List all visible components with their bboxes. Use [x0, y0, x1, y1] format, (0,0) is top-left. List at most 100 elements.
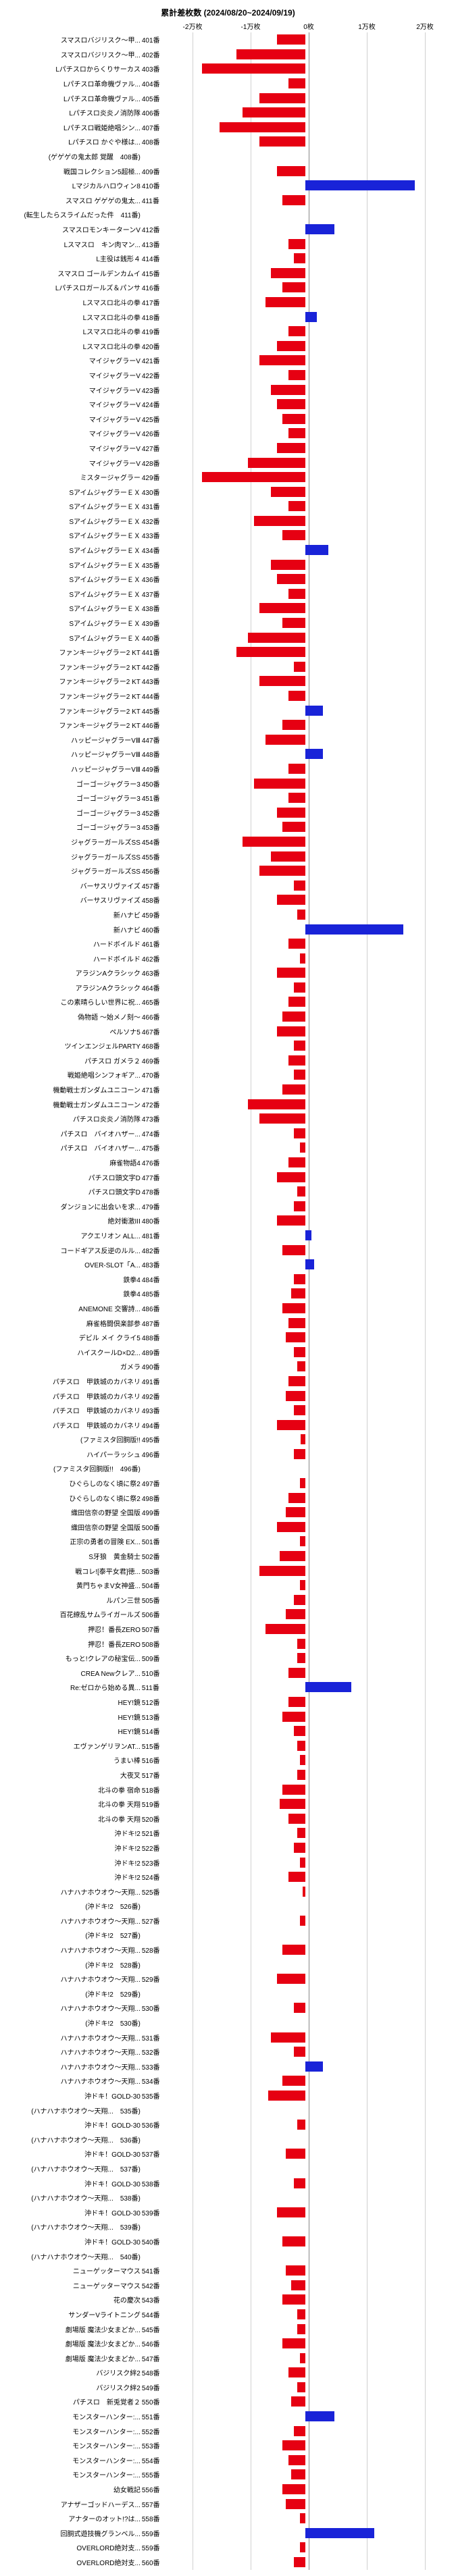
data-row: HEY!鏡513番 [7, 1709, 449, 1724]
row-label: エヴァンゲリヲンAT... [7, 1741, 142, 1751]
row-label: モンスターハンター:... [7, 2440, 142, 2450]
bar [294, 1201, 305, 1211]
data-row: Re:ゼロから始める異...511番 [7, 1680, 449, 1695]
slot-number: 412番 [142, 224, 162, 234]
bar [271, 851, 305, 862]
slot-number: 532番 [142, 2047, 162, 2057]
row-label: パチスロ ガメラ２ [7, 1055, 142, 1066]
bar [282, 1303, 305, 1313]
bar [286, 2265, 306, 2276]
slot-number: 451番 [142, 793, 162, 803]
row-label: ハナハナホウオウ～天翔... [7, 2061, 142, 2072]
bar [282, 618, 305, 628]
bar-zone [162, 1361, 449, 1371]
bar-zone [162, 1405, 449, 1415]
row-label: もっと!クレアの秘宝伝... [7, 1653, 142, 1663]
bar-zone [162, 1026, 449, 1036]
bar-zone [162, 1070, 449, 1080]
data-row: 黄門ちゃまV女神盛...504番 [7, 1578, 449, 1593]
row-label: モンスターハンター:... [7, 2469, 142, 2479]
slot-number: 460番 [142, 924, 162, 935]
data-row: サンダーVライトニング544番 [7, 2307, 449, 2322]
bar-zone [162, 1872, 449, 1882]
bar [294, 1070, 305, 1080]
slot-number: 417番 [142, 297, 162, 307]
bar-zone [162, 1376, 449, 1386]
slot-number: 518番 [142, 1785, 162, 1795]
bar-zone [162, 2426, 449, 2436]
data-row: Lパチスロからくりサーカス403番 [7, 61, 449, 76]
row-label: 劇場版 魔法少女まどか... [7, 2338, 142, 2348]
bar-zone [162, 2251, 449, 2261]
axis-tick-label: 1万枚 [338, 21, 396, 31]
data-row: HEY!鏡514番 [7, 1724, 449, 1739]
bar-zone [162, 1887, 449, 1897]
bar [277, 1026, 306, 1036]
data-row: 正宗の勇者の冒険 EX...501番 [7, 1534, 449, 1549]
bar [291, 2469, 305, 2479]
data-row: マイジャグラーV421番 [7, 353, 449, 368]
slot-number: 426番 [142, 428, 162, 438]
bar [297, 910, 306, 920]
bar [297, 1361, 306, 1371]
bar-zone [162, 2411, 449, 2421]
bar [294, 2047, 305, 2057]
slot-number: 453番 [142, 822, 162, 832]
data-row: マイジャグラーV426番 [7, 426, 449, 441]
data-row: ゴーゴージャグラー3452番 [7, 805, 449, 820]
data-row: パチスロ 甲鉄城のカバネリ491番 [7, 1374, 449, 1389]
row-label: パチスロ バイオハザー... [7, 1142, 142, 1153]
row-label: ハナハナホウオウ～天翔... [7, 2076, 142, 2086]
data-row: パチスロ 新兎覚者２550番 [7, 2394, 449, 2409]
bar-zone [162, 370, 449, 380]
bar [277, 1420, 306, 1430]
slot-number: 404番 [142, 78, 162, 88]
bar-zone [162, 1142, 449, 1153]
bar [305, 312, 317, 322]
slot-number: 527番 [142, 1916, 162, 1926]
row-label: Lパチスロガールズ＆パンサ [7, 282, 142, 292]
slot-number: 465番 [142, 997, 162, 1007]
slot-number: 529番 [142, 1974, 162, 1984]
row-label: SアイムジャグラーＥＸ [7, 545, 142, 555]
data-row: ペルソナ5467番 [7, 1024, 449, 1039]
row-label: デビル メイ クライ5 [7, 1332, 142, 1342]
bar-zone [162, 618, 449, 628]
row-label: 戦国コレクション5超極... [7, 166, 142, 176]
bar [305, 1259, 314, 1269]
row-label: 黄門ちゃまV女神盛... [7, 1580, 142, 1590]
bar-zone [162, 1041, 449, 1051]
data-row: (ハナハナホウオウ～天翔... 536番) [7, 2132, 449, 2147]
row-label: SアイムジャグラーＥＸ [7, 633, 142, 643]
row-label: パチスロ頭文字D [7, 1172, 142, 1182]
bar-zone [162, 2294, 449, 2305]
row-label: 劇場版 魔法少女まどか... [7, 2353, 142, 2363]
row-label: うまい棒 [7, 1755, 142, 1765]
row-label: ガメラ [7, 1361, 142, 1371]
slot-number: 419番 [142, 326, 162, 336]
bar [288, 1055, 306, 1066]
bar-zone [162, 1186, 449, 1197]
row-label: (ゲゲゲの鬼太郎 覚醒 408番) [7, 151, 142, 161]
bar-zone [162, 107, 449, 117]
bar-zone [162, 793, 449, 803]
slot-number: 449番 [142, 764, 162, 774]
bar-zone [162, 2528, 449, 2538]
bar [294, 1347, 305, 1357]
bar [236, 647, 305, 657]
bar-zone [162, 1828, 449, 1838]
data-row: Lパチスロ戦姫絶唱シン...407番 [7, 120, 449, 135]
data-row: ハードボイルド461番 [7, 937, 449, 951]
bar [288, 1157, 306, 1167]
bar-zone [162, 1901, 449, 1911]
bar-zone [162, 2003, 449, 2013]
bar [277, 2207, 306, 2217]
bar-zone [162, 268, 449, 278]
bar-zone [162, 180, 449, 190]
bar [291, 1288, 305, 1298]
bar [300, 2513, 306, 2523]
row-label: マイジャグラーV [7, 385, 142, 395]
row-label: (ハナハナホウオウ～天翔... 540番) [7, 2251, 142, 2261]
data-row: Lスマスロ北斗の拳420番 [7, 338, 449, 353]
row-label: (ハナハナホウオウ～天翔... 535番) [7, 2105, 142, 2115]
